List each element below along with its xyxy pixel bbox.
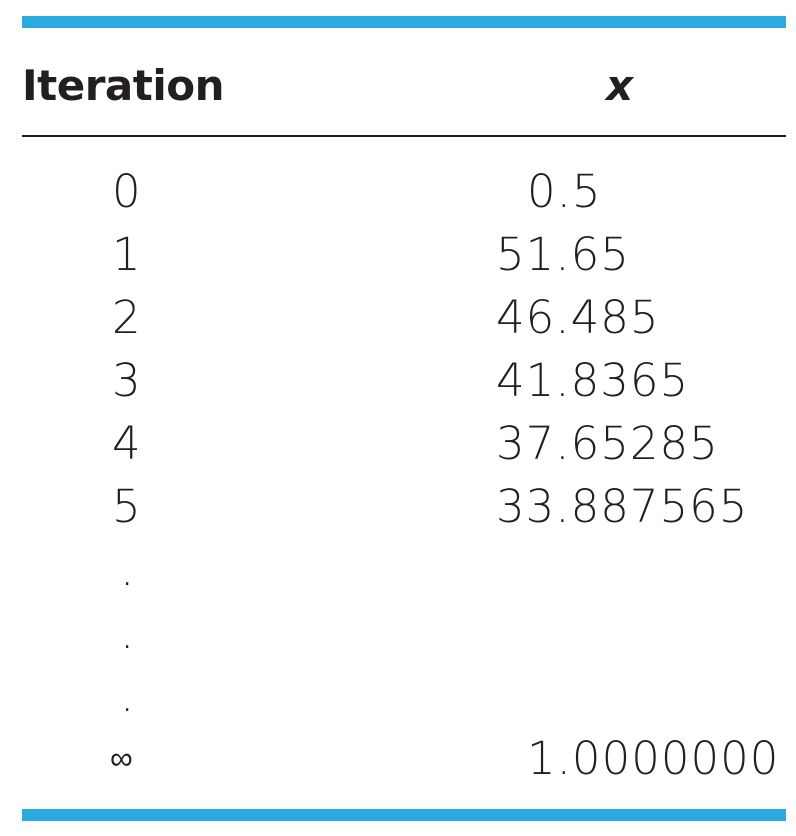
table-row: . [0, 664, 796, 727]
x-cell: 51.65 [496, 228, 630, 281]
ellipsis-dot: . [120, 606, 135, 659]
iteration-cell: 5 [112, 480, 141, 533]
ellipsis-dot: . [120, 669, 135, 722]
header-iteration: Iteration [22, 61, 224, 110]
table-row: . [0, 538, 796, 601]
table-row: 1 51.65 [0, 223, 796, 286]
table-row: 2 46.485 [0, 286, 796, 349]
table-body: 0 0.5 1 51.65 2 46.485 3 41.8365 4 37.65… [0, 160, 796, 790]
x-cell: 46.485 [496, 291, 660, 344]
infinity-symbol: ∞ [110, 739, 133, 777]
x-cell: 0.5 [527, 165, 602, 218]
bottom-rule [22, 809, 786, 821]
iteration-cell: 0 [112, 165, 141, 218]
iteration-cell: 1 [112, 228, 141, 281]
iteration-cell: 3 [112, 354, 141, 407]
table-row: . [0, 601, 796, 664]
top-rule [22, 16, 786, 28]
x-cell: 37.65285 [496, 417, 719, 470]
ellipsis-dot: . [120, 543, 135, 596]
iteration-cell: 2 [112, 291, 141, 344]
header-x: x [606, 61, 634, 110]
table-row: 0 0.5 [0, 160, 796, 223]
x-cell: 1.0000000 [527, 732, 780, 785]
table-row: 4 37.65285 [0, 412, 796, 475]
header-rule [22, 135, 786, 137]
table-row: ∞ 1.0000000 [0, 727, 796, 790]
iteration-cell: 4 [112, 417, 141, 470]
table-row: 5 33.887565 [0, 475, 796, 538]
table-row: 3 41.8365 [0, 349, 796, 412]
x-cell: 41.8365 [496, 354, 690, 407]
x-cell: 33.887565 [496, 480, 749, 533]
